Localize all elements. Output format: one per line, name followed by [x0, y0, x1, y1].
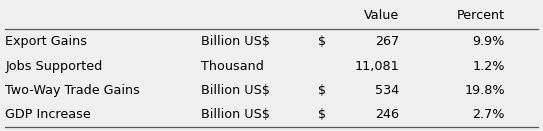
- Text: Value: Value: [364, 9, 399, 22]
- Text: $: $: [318, 84, 326, 97]
- Text: 2.7%: 2.7%: [472, 108, 505, 121]
- Text: Billion US$: Billion US$: [201, 108, 270, 121]
- Text: 246: 246: [375, 108, 399, 121]
- Text: Thousand: Thousand: [201, 60, 264, 73]
- Text: 534: 534: [375, 84, 399, 97]
- Text: Billion US$: Billion US$: [201, 84, 270, 97]
- Text: Percent: Percent: [457, 9, 505, 22]
- Text: Jobs Supported: Jobs Supported: [5, 60, 103, 73]
- Text: Export Gains: Export Gains: [5, 35, 87, 48]
- Text: GDP Increase: GDP Increase: [5, 108, 91, 121]
- Text: Two-Way Trade Gains: Two-Way Trade Gains: [5, 84, 140, 97]
- Text: $: $: [318, 35, 326, 48]
- Text: 1.2%: 1.2%: [472, 60, 505, 73]
- Text: Billion US$: Billion US$: [201, 35, 270, 48]
- Text: $: $: [318, 108, 326, 121]
- Text: 267: 267: [375, 35, 399, 48]
- Text: 11,081: 11,081: [355, 60, 399, 73]
- Text: 19.8%: 19.8%: [464, 84, 505, 97]
- Text: 9.9%: 9.9%: [472, 35, 505, 48]
